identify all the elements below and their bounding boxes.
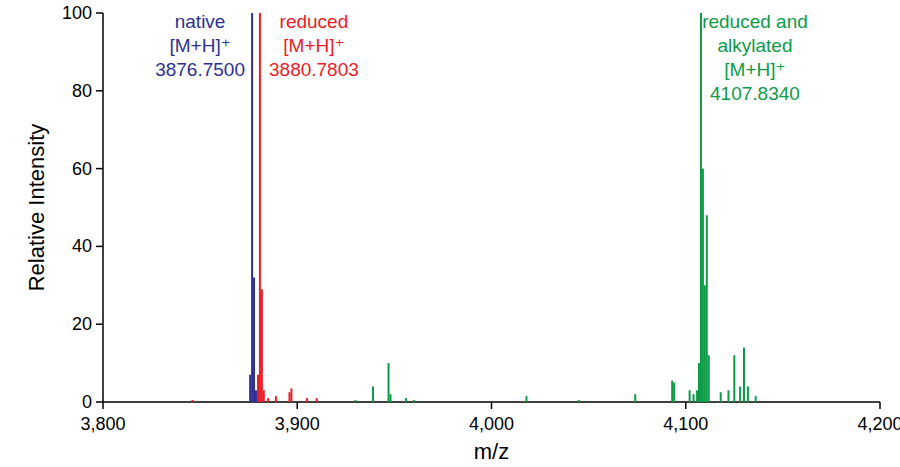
x-tick [102,402,104,409]
y-axis-label: Relative Intensity [24,124,49,292]
peak [702,169,704,402]
peak-label: 3876.7500 [155,59,245,80]
x-tick [297,402,299,409]
peak [747,386,749,402]
peak [739,386,741,402]
peak [696,390,698,402]
peak [389,394,391,402]
x-tick [685,402,687,409]
peak [704,285,706,402]
peak [275,396,277,402]
peak [372,386,374,402]
y-axis [102,13,104,402]
peak [290,388,292,402]
peak [405,398,407,402]
plot-area [192,13,755,402]
peak [253,278,255,402]
peak [693,394,695,402]
y-tick-label: 0 [82,392,92,412]
y-tick [96,168,103,170]
peak-label: native [175,11,226,32]
peak [306,398,308,402]
peak [720,392,722,402]
peak [743,348,745,402]
peak [255,390,257,402]
peak [288,392,290,402]
peak [261,289,263,402]
peak [388,363,390,402]
peak [634,394,636,402]
peak [708,355,710,402]
x-tick-label: 3,900 [275,414,320,434]
peak [251,13,253,402]
x-tick-label: 4,000 [469,414,514,434]
peak [259,13,261,402]
peak-label: [M+H]⁺ [724,59,785,80]
peak [698,363,700,402]
peak [706,215,708,402]
peak [578,400,580,402]
x-tick-label: 4,200 [857,414,900,434]
y-tick [96,12,103,14]
x-tick-label: 4,100 [663,414,708,434]
peak [257,375,259,402]
peak [525,396,527,402]
y-tick-label: 80 [72,81,92,101]
y-tick [96,323,103,325]
peak [263,390,265,402]
peak [755,396,757,402]
peak [355,400,357,402]
peak [689,390,691,402]
peak [700,13,702,402]
peak [673,383,675,402]
y-tick-label: 40 [72,236,92,256]
x-tick [491,402,493,409]
chart: 0 20 40 60 80 100 3,800 3,900 4,000 4,100 4,200 m/z… [0,0,900,467]
peak-label: 4107.8340 [710,83,800,104]
y-tick-label: 60 [72,159,92,179]
peak-label: 3880.7803 [269,59,359,80]
peak-label: [M+H]⁺ [283,35,344,56]
peak-label: alkylated [717,35,792,56]
peak [413,400,415,402]
peak-label: reduced [280,11,349,32]
y-tick [96,401,103,403]
x-axis-label: m/z [474,439,509,464]
peak [727,390,729,402]
peak [267,398,269,402]
peak-label: [M+H]⁺ [169,35,230,56]
peak [733,355,735,402]
y-tick-label: 20 [72,314,92,334]
y-tick-label: 100 [62,3,92,23]
x-tick-label: 3,800 [80,414,125,434]
x-tick [879,402,881,409]
y-tick [96,246,103,248]
peak [316,398,318,402]
peak [191,400,193,402]
peak [249,375,251,402]
peak-label: reduced and [702,11,808,32]
y-tick [96,90,103,92]
peak [671,381,673,402]
